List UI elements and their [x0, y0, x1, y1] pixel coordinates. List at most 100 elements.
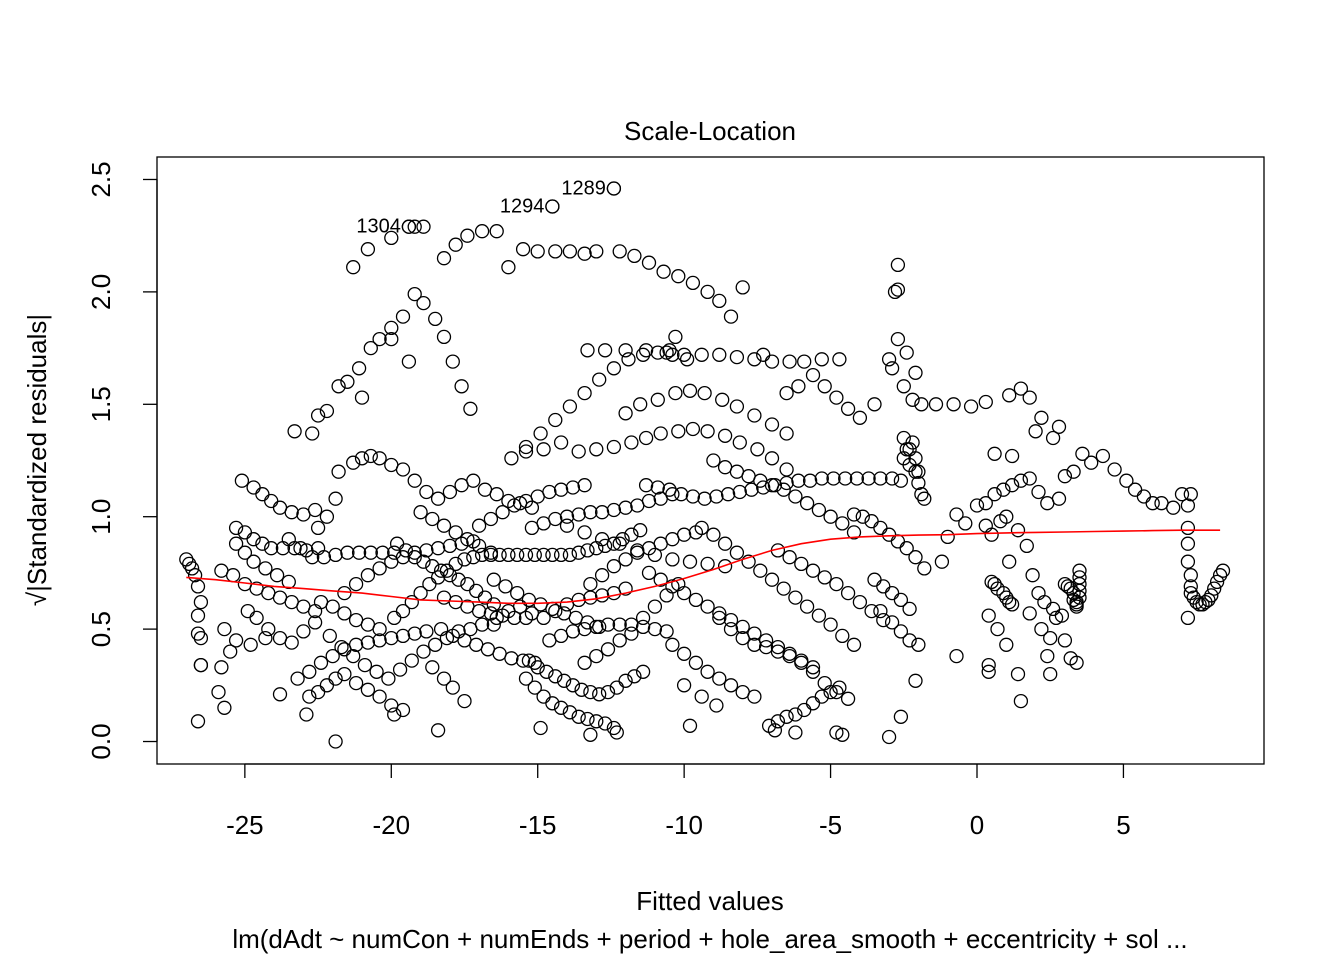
data-point-outlier — [606, 181, 622, 196]
data-point — [457, 633, 472, 648]
data-point — [802, 473, 818, 488]
data-point — [797, 354, 812, 369]
data-point — [234, 473, 250, 488]
data-point — [1180, 498, 1196, 513]
data-point — [583, 727, 598, 742]
data-point — [436, 251, 452, 266]
data-point — [562, 399, 578, 414]
data-point — [518, 610, 534, 626]
data-point — [1069, 594, 1084, 610]
data-point — [284, 505, 299, 520]
data-point — [556, 606, 572, 621]
data-point — [782, 354, 797, 369]
data-point — [530, 244, 545, 259]
x-tick-label: -20 — [372, 810, 410, 840]
data-point — [225, 568, 241, 583]
data-point — [1004, 597, 1020, 612]
data-point — [729, 464, 745, 479]
data-point — [187, 568, 203, 583]
data-point — [1040, 496, 1055, 511]
data-point — [1072, 570, 1087, 585]
data-point — [650, 345, 665, 360]
data-point — [281, 574, 296, 590]
data-point — [624, 617, 639, 632]
data-point — [840, 691, 856, 706]
data-point — [337, 606, 352, 621]
data-point — [594, 532, 610, 547]
data-point — [328, 671, 343, 686]
data-point — [387, 707, 402, 722]
data-point — [1189, 594, 1204, 610]
data-point — [261, 585, 276, 601]
data-point — [635, 619, 651, 635]
data-point — [553, 435, 569, 450]
data-point — [594, 568, 610, 583]
data-point — [217, 621, 232, 637]
data-point — [641, 255, 657, 270]
data-point — [811, 502, 827, 518]
data-point — [720, 487, 736, 502]
y-tick-label: 2.5 — [86, 161, 116, 197]
data-point — [846, 637, 862, 652]
data-point — [665, 637, 680, 652]
data-point — [814, 471, 829, 486]
data-point — [518, 439, 534, 455]
data-point — [577, 246, 592, 261]
data-point — [518, 671, 534, 686]
data-point — [360, 635, 376, 650]
data-point — [425, 559, 440, 574]
data-point — [805, 563, 821, 578]
data-point — [612, 244, 627, 259]
data-point — [1180, 610, 1196, 626]
data-point — [662, 482, 677, 497]
data-point — [486, 572, 501, 587]
data-point — [521, 592, 537, 608]
data-point — [838, 471, 853, 486]
data-point — [228, 520, 244, 536]
data-point — [978, 518, 993, 533]
data-point — [600, 617, 616, 632]
y-axis-label: √|Standardized residuals| — [22, 314, 52, 606]
data-point — [835, 628, 850, 644]
data-point — [351, 361, 367, 376]
data-point — [618, 406, 633, 421]
data-point — [530, 489, 545, 504]
data-point — [489, 224, 504, 239]
data-point — [779, 462, 794, 477]
data-point — [477, 482, 493, 497]
data-point — [729, 545, 745, 560]
data-point — [395, 603, 411, 619]
data-point — [430, 723, 446, 738]
data-point — [600, 642, 616, 657]
data-point — [451, 624, 466, 639]
data-point — [395, 702, 411, 718]
data-point — [416, 554, 431, 569]
data-point — [483, 606, 499, 621]
data-point — [688, 525, 704, 540]
data-point — [331, 464, 346, 479]
data-point — [474, 224, 490, 239]
data-point — [873, 471, 888, 486]
data-point — [700, 424, 715, 439]
data-point — [372, 451, 387, 466]
data-point — [782, 550, 797, 565]
data-point — [448, 556, 463, 572]
data-point — [618, 673, 633, 688]
data-point — [676, 527, 692, 542]
data-point — [568, 610, 583, 626]
data-point — [1069, 599, 1084, 614]
data-point — [779, 426, 794, 441]
data-point — [211, 684, 226, 700]
data-point — [384, 320, 399, 336]
data-point — [902, 633, 917, 648]
data-point — [302, 689, 317, 704]
data-point — [876, 612, 891, 628]
data-point — [729, 399, 745, 414]
data-point — [539, 664, 554, 679]
data-point — [498, 579, 513, 594]
data-point — [779, 475, 794, 491]
data-point — [764, 451, 780, 466]
data-point — [1095, 448, 1111, 464]
data-point — [463, 401, 478, 416]
data-point — [404, 594, 419, 610]
